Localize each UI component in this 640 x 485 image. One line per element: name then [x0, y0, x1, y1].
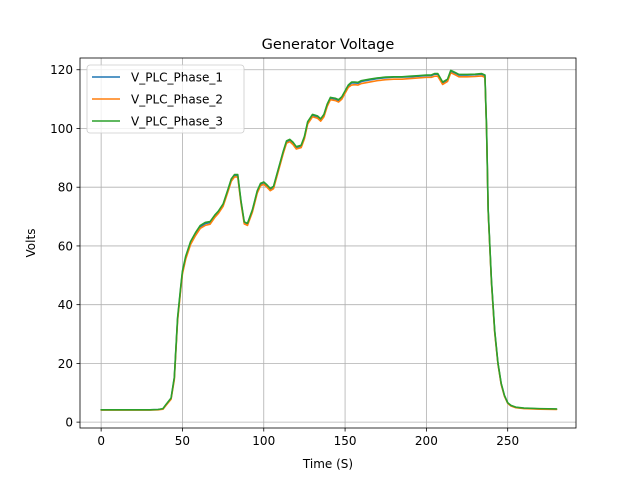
legend: V_PLC_Phase_1 V_PLC_Phase_2 V_PLC_Phase_3: [86, 64, 245, 134]
x-tick-label: 250: [496, 434, 519, 448]
x-tick-label: 150: [334, 434, 357, 448]
plot-frame: [79, 57, 577, 429]
series-line-phase-3: [100, 69, 558, 411]
y-tick-label: 100: [50, 122, 73, 136]
y-tick-label: 0: [65, 416, 73, 430]
x-tick-label: 0: [97, 434, 105, 448]
y-tick-label: 80: [58, 181, 73, 195]
series-line-phase-2: [100, 71, 558, 411]
legend-box: [86, 64, 245, 134]
chart-title: Generator Voltage: [262, 37, 395, 53]
legend-label-phase-1: V_PLC_Phase_1: [131, 71, 223, 85]
y-tick-label: 40: [58, 298, 73, 312]
series-layer: [100, 69, 558, 411]
x-tick-label: 50: [175, 434, 190, 448]
y-tick-label: 120: [50, 63, 73, 77]
x-axis-label: Time (S): [302, 457, 353, 471]
legend-label-phase-2: V_PLC_Phase_2: [131, 93, 223, 107]
y-axis-label: Volts: [24, 229, 38, 258]
y-tick-label: 20: [58, 357, 73, 371]
y-axis-ticks: 0 20 40 60 80 100 120: [50, 63, 80, 430]
x-axis-ticks: 0 50 100 150 200 250: [97, 428, 519, 448]
x-tick-label: 100: [252, 434, 275, 448]
x-tick-label: 200: [415, 434, 438, 448]
y-tick-label: 60: [58, 239, 73, 253]
legend-label-phase-3: V_PLC_Phase_3: [131, 115, 223, 129]
